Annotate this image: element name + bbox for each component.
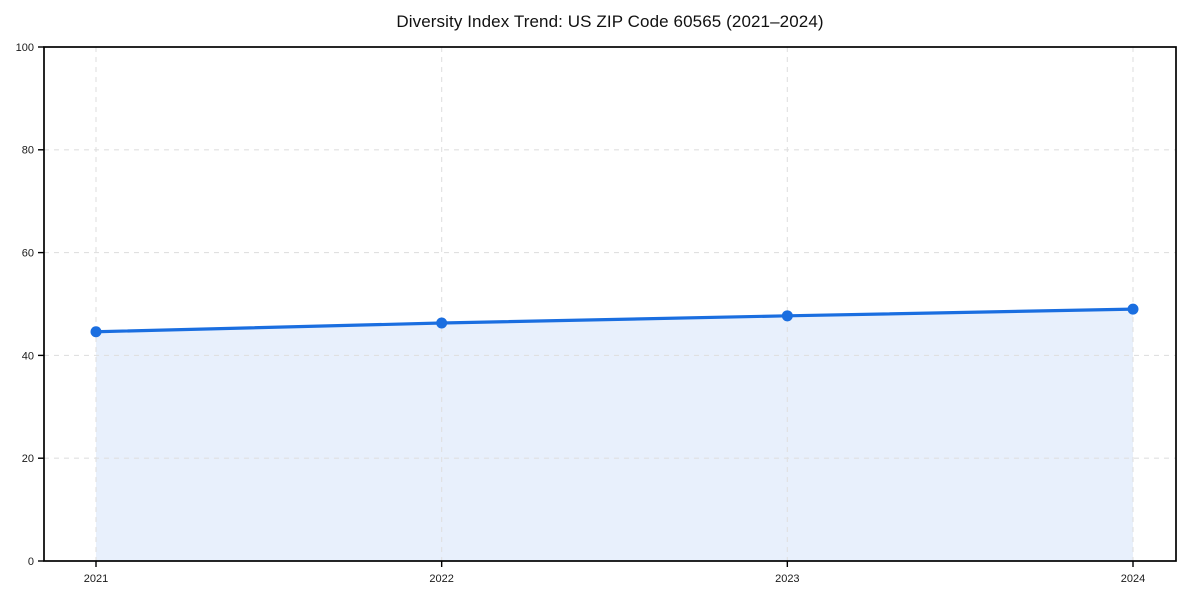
data-point-marker (436, 317, 448, 329)
x-tick-label: 2021 (84, 573, 108, 585)
data-point-marker (781, 310, 793, 322)
y-tick-label: 20 (22, 453, 34, 465)
y-tick-label: 60 (22, 247, 34, 259)
y-tick-label: 100 (16, 42, 34, 54)
x-tick-label: 2022 (429, 573, 453, 585)
chart-title: Diversity Index Trend: US ZIP Code 60565… (396, 12, 824, 31)
y-tick-label: 40 (22, 350, 34, 362)
x-tick-label: 2023 (775, 573, 799, 585)
y-tick-label: 80 (22, 145, 34, 157)
plot-border (43, 46, 1177, 562)
x-tick-label: 2024 (1121, 573, 1145, 585)
data-point-marker (1127, 303, 1139, 315)
data-point-marker (90, 326, 102, 338)
trend-line (94, 307, 1135, 334)
area-fill (96, 309, 1133, 561)
y-tick-label: 0 (28, 556, 34, 568)
